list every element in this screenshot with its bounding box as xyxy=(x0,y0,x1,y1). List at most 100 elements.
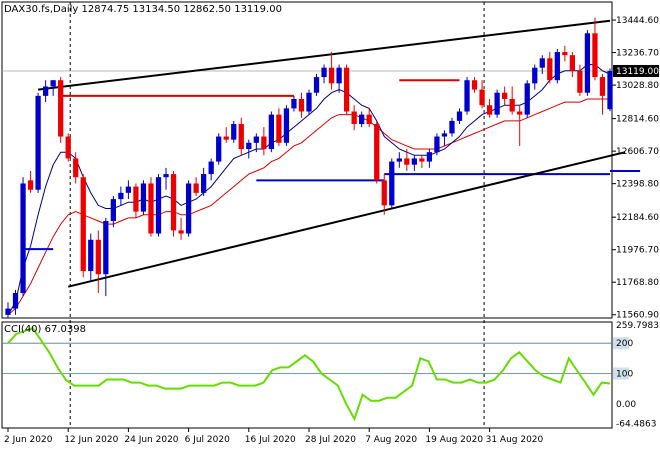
y-tick-label-8: 11768.80 xyxy=(616,278,659,288)
candle-body-19 xyxy=(148,183,154,234)
x-tick-label-2: 24 Jun 2020 xyxy=(124,435,178,445)
x-tick-label-7: 19 Aug 2020 xyxy=(425,435,483,445)
candle-body-41 xyxy=(313,77,320,93)
candle-body-43 xyxy=(328,67,335,84)
candle-body-67 xyxy=(509,98,515,112)
candle-body-74 xyxy=(562,52,568,56)
candle-body-35 xyxy=(268,114,275,150)
x-tick-label-1: 12 Jun 2020 xyxy=(64,435,118,445)
cci-tick-label-2: 100 xyxy=(616,369,633,379)
y-tick-label-3: 12814.60 xyxy=(616,115,659,125)
cci-tick-label-0: 259.7983 xyxy=(616,321,659,331)
candle-body-6 xyxy=(50,80,56,87)
symbol-label: DAX30.fs,Daily xyxy=(4,4,79,15)
candle-body-53 xyxy=(404,158,410,165)
candle-body-20 xyxy=(155,177,162,234)
candle-body-61 xyxy=(464,80,470,112)
current-price-label: 13119.00 xyxy=(616,67,659,77)
candle-body-21 xyxy=(163,174,169,178)
candle-body-36 xyxy=(276,114,282,143)
candle-body-70 xyxy=(532,67,538,84)
candle-body-37 xyxy=(283,108,290,143)
candle-body-34 xyxy=(261,136,267,150)
candle-body-27 xyxy=(208,161,214,175)
x-tick-label-6: 7 Aug 2020 xyxy=(365,435,417,445)
candle-body-40 xyxy=(306,92,312,112)
candle-body-68 xyxy=(517,111,523,115)
candle-body-23 xyxy=(178,230,184,234)
y-tick-label-9: 11560.90 xyxy=(616,311,659,321)
x-tick-label-4: 16 Jul 2020 xyxy=(245,435,296,445)
ohlc-values: 12874.75 13134.50 12862.50 13119.00 xyxy=(81,4,282,15)
candle-body-2 xyxy=(20,183,26,293)
x-tick-label-8: 31 Aug 2020 xyxy=(486,435,544,445)
candle-body-39 xyxy=(298,98,305,112)
candle-body-66 xyxy=(502,92,508,99)
candle-body-32 xyxy=(246,142,252,150)
candle-body-30 xyxy=(231,124,237,140)
candle-body-57 xyxy=(434,136,440,153)
candle-body-18 xyxy=(140,183,147,212)
cci-tick-label-4: -64.4863 xyxy=(616,419,656,429)
channel-upper-line xyxy=(37,19,611,91)
candle-body-7 xyxy=(58,80,64,137)
y-tick-label-2: 13028.80 xyxy=(616,81,659,91)
candle-body-65 xyxy=(494,92,500,115)
candle-body-78 xyxy=(592,33,598,78)
symbol-legend: DAX30.fs,Daily 12874.75 13134.50 12862.5… xyxy=(4,4,282,15)
candle-body-52 xyxy=(396,158,402,162)
candle-body-75 xyxy=(569,55,576,71)
candle-body-14 xyxy=(110,199,116,222)
candle-body-69 xyxy=(524,83,530,115)
candle-body-13 xyxy=(103,221,109,275)
candle-body-48 xyxy=(366,114,372,125)
candle-body-3 xyxy=(27,180,34,190)
candle-body-8 xyxy=(65,136,71,159)
x-tick-label-0: 2 Jun 2020 xyxy=(4,435,53,445)
candle-body-10 xyxy=(80,177,86,272)
candle-body-51 xyxy=(389,161,395,206)
x-tick-label-3: 6 Jul 2020 xyxy=(185,435,230,445)
candle-body-29 xyxy=(223,136,229,140)
candle-body-25 xyxy=(193,183,199,193)
y-tick-label-0: 13444.60 xyxy=(616,16,659,26)
candle-body-49 xyxy=(374,124,380,181)
candle-body-71 xyxy=(539,58,545,68)
x-tick-label-5: 28 Jul 2020 xyxy=(305,435,356,445)
candle-body-31 xyxy=(238,124,244,150)
candle-body-59 xyxy=(449,120,455,134)
cci-panel-frame xyxy=(1,321,613,429)
y-tick-label-1: 13236.70 xyxy=(616,49,659,59)
candle-body-62 xyxy=(471,80,478,90)
candle-body-42 xyxy=(321,67,327,78)
candle-body-77 xyxy=(584,33,591,93)
candle-body-80 xyxy=(607,70,613,110)
cci-tick-label-3: 0.00 xyxy=(616,400,636,410)
candle-body-15 xyxy=(118,192,124,200)
candle-body-45 xyxy=(343,67,350,112)
candle-body-44 xyxy=(336,67,342,84)
candle-body-1 xyxy=(12,292,19,309)
cci-tick-box-1 xyxy=(613,337,629,350)
candle-body-9 xyxy=(73,158,79,178)
candle-body-33 xyxy=(253,136,259,143)
candle-body-63 xyxy=(479,89,485,106)
y-tick-label-7: 11976.70 xyxy=(616,246,659,256)
y-tick-label-6: 12184.60 xyxy=(616,213,659,223)
candle-body-38 xyxy=(291,98,297,109)
channel-lower-line xyxy=(67,151,626,288)
candle-body-56 xyxy=(426,152,433,162)
candle-body-28 xyxy=(216,136,222,162)
cci-tick-label-1: 200 xyxy=(616,339,633,349)
candle-body-22 xyxy=(170,174,177,231)
candle-body-47 xyxy=(359,114,365,125)
cci-line xyxy=(7,326,611,422)
candle-body-26 xyxy=(201,174,207,193)
candle-body-46 xyxy=(351,111,357,125)
cci-legend: CCI(40) 67.0398 xyxy=(4,324,86,335)
candle-body-50 xyxy=(381,180,387,206)
main-panel-frame xyxy=(1,1,613,319)
y-tick-label-5: 12398.80 xyxy=(616,180,659,190)
candle-body-79 xyxy=(599,77,606,96)
